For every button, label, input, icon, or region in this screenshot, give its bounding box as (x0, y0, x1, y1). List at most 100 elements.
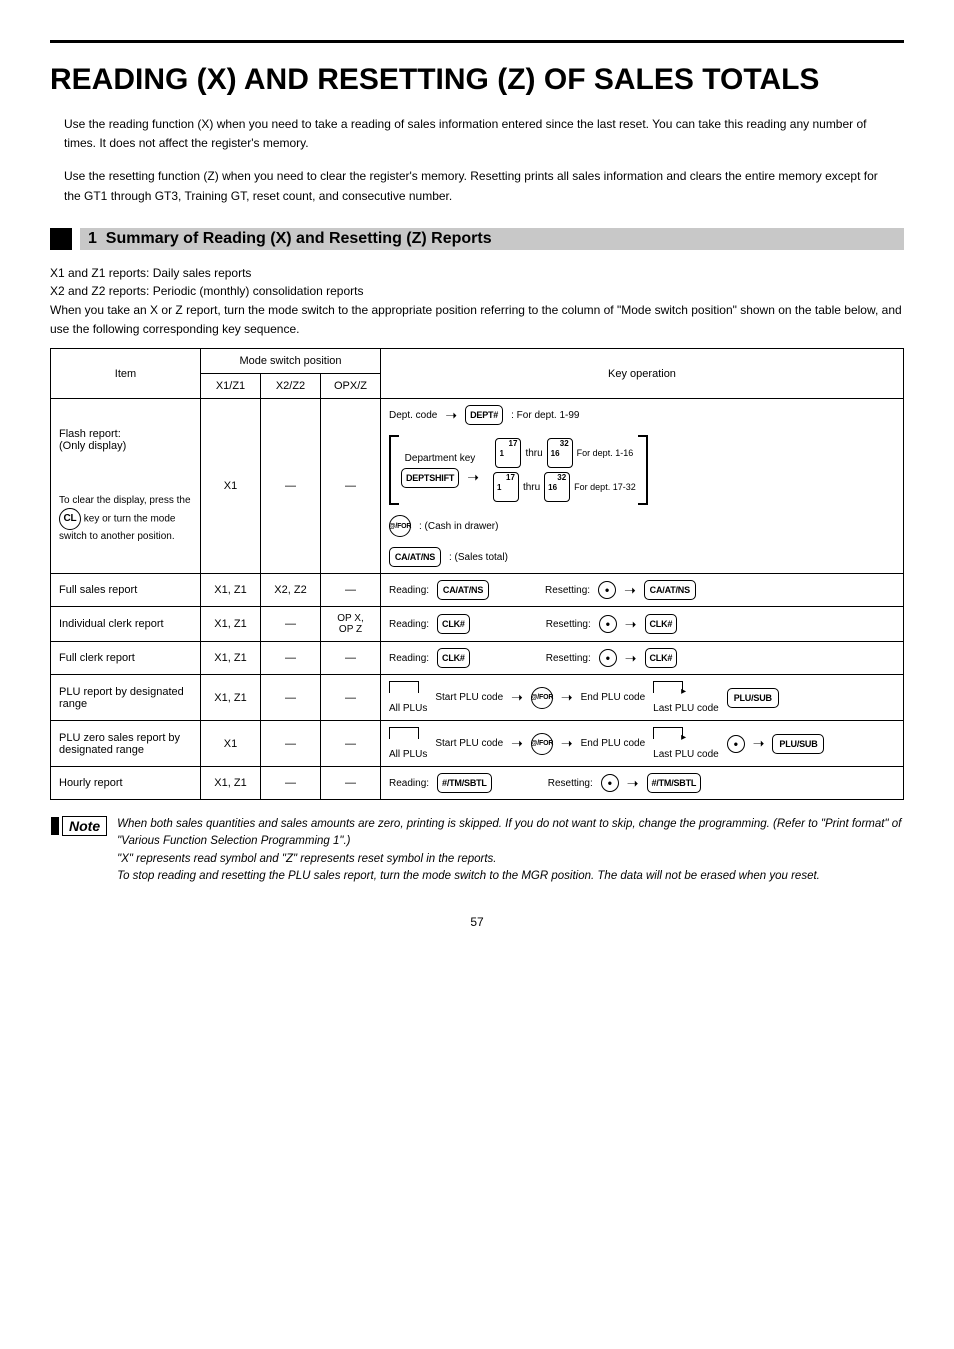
numkey-1-17b: 17 1 (493, 472, 519, 502)
reading-label: Reading: (389, 619, 429, 630)
top-rule (50, 40, 904, 43)
numkey-top: 17 (496, 439, 520, 449)
numkey-top: 32 (545, 473, 569, 483)
numkey-top: 17 (494, 473, 518, 483)
atfor-key: @/FOR (531, 733, 553, 755)
cell-x2z2: — (261, 675, 321, 721)
deptshift-key: DEPTSHIFT (401, 468, 459, 488)
atfor-key: @/FOR (389, 515, 411, 537)
tmsbtl-key: #/TM/SBTL (647, 773, 702, 793)
bracket-left: Department key (405, 453, 476, 464)
row-name: Flash report: (Only display) To clear th… (51, 399, 201, 574)
th-x2z2: X2/Z2 (261, 374, 321, 399)
caatns-key: CA/AT/NS (644, 580, 696, 600)
cell-opx: — (321, 399, 381, 574)
flash-subnote: To clear the display, press the CL key o… (59, 494, 192, 544)
cell-seq: All PLUs Start PLU code ➝ @/FOR ➝ End PL… (381, 675, 904, 721)
line2-note: : (Cash in drawer) (419, 521, 498, 532)
cell-x1z1: X1 (201, 721, 261, 767)
last-plu: Last PLU code (653, 749, 719, 760)
table-row: Full clerk report X1, Z1 — — Reading: CL… (51, 642, 904, 675)
note-text: When both sales quantities and sales amo… (117, 816, 904, 885)
loop-icon: ▸ (653, 681, 683, 699)
tmsbtl-key: #/TM/SBTL (437, 773, 492, 793)
row-name-text: Flash report: (Only display) (59, 428, 192, 452)
thru: thru (525, 448, 542, 459)
numkey-1-17: 17 1 (495, 438, 521, 468)
flash-line3: CA/AT/NS : (Sales total) (389, 547, 895, 567)
numkey-bot: 16 (545, 483, 569, 493)
dot-key: • (727, 735, 745, 753)
caatns-key: CA/AT/NS (437, 580, 489, 600)
line1-note: : For dept. 1-99 (511, 410, 579, 421)
for-dept-1-16: For dept. 1-16 (577, 448, 634, 458)
resetting-label: Resetting: (548, 778, 593, 789)
cell-x2z2: X2, Z2 (261, 574, 321, 607)
bracket-icon: Department key DEPTSHIFT ➝ 17 (389, 435, 648, 505)
loop-icon: ▸ (653, 727, 683, 745)
arrow-icon: ➝ (467, 469, 479, 486)
cell-seq: All PLUs Start PLU code ➝ @/FOR ➝ End PL… (381, 721, 904, 767)
arrow-icon: ➝ (561, 735, 573, 752)
cell-seq: Dept. code ➝ DEPT# : For dept. 1-99 Depa… (381, 399, 904, 574)
cell-opx: OP X, OP Z (321, 607, 381, 642)
numkey-16-32b: 32 16 (544, 472, 570, 502)
start-plu: Start PLU code (435, 738, 503, 749)
th-opx: OPX/Z (321, 374, 381, 399)
arrow-icon: ➝ (624, 582, 636, 599)
for-dept-17-32: For dept. 17-32 (574, 482, 636, 492)
section-num: 1 (88, 230, 97, 248)
cell-opx: — (321, 574, 381, 607)
reports-table: Item Mode switch position Key operation … (50, 348, 904, 800)
reading-label: Reading: (389, 778, 429, 789)
resetting-label: Resetting: (546, 653, 591, 664)
clk-key: CLK# (645, 648, 678, 668)
cell-x2z2: — (261, 721, 321, 767)
plusub-key: PLU/SUB (772, 734, 824, 754)
arrow-icon: ➝ (753, 735, 765, 752)
numkey-bot: 1 (496, 449, 520, 459)
flash-line2: @/FOR : (Cash in drawer) (389, 515, 895, 537)
table-row: Flash report: (Only display) To clear th… (51, 399, 904, 574)
th-keyop: Key operation (381, 349, 904, 399)
arrow-icon: ➝ (445, 407, 457, 424)
numkey-bot: 1 (494, 483, 518, 493)
row-name: Individual clerk report (51, 607, 201, 642)
section-title-bar: 1 Summary of Reading (X) and Resetting (… (80, 228, 904, 250)
clk-key: CLK# (437, 648, 470, 668)
deptnum-key: DEPT# (465, 405, 503, 425)
atfor-key: @/FOR (531, 687, 553, 709)
start-plu: Start PLU code (435, 692, 503, 703)
line3-note: : (Sales total) (449, 552, 508, 563)
flash-line1: Dept. code ➝ DEPT# : For dept. 1-99 (389, 405, 895, 425)
table-row: Individual clerk report X1, Z1 — OP X, O… (51, 607, 904, 642)
intro-p2: Use the resetting function (Z) when you … (64, 167, 884, 205)
cell-opx: — (321, 767, 381, 800)
table-row: PLU report by designated range X1, Z1 — … (51, 675, 904, 721)
flash-bracket: Department key DEPTSHIFT ➝ 17 (389, 435, 895, 505)
cell-x1z1: X1 (201, 399, 261, 574)
arrow-icon: ➝ (511, 689, 523, 706)
row-name: PLU report by designated range (51, 675, 201, 721)
resetting-label: Resetting: (545, 585, 590, 596)
loop-icon (389, 681, 419, 699)
page-number: 57 (50, 915, 904, 929)
resetting-label: Resetting: (546, 619, 591, 630)
th-msw: Mode switch position (201, 349, 381, 374)
section-header: 1 Summary of Reading (X) and Resetting (… (50, 228, 904, 250)
row-name: Hourly report (51, 767, 201, 800)
th-item: Item (51, 349, 201, 399)
cell-opx: — (321, 642, 381, 675)
section-desc: X1 and Z1 reports: Daily sales reports X… (50, 264, 904, 338)
plusub-key: PLU/SUB (727, 688, 779, 708)
all-plus: All PLUs (389, 749, 427, 760)
cl-key-icon: CL (59, 508, 81, 530)
clk-key: CLK# (645, 614, 678, 634)
cell-x1z1: X1, Z1 (201, 675, 261, 721)
cell-seq: Reading: CLK# Resetting: • ➝ CLK# (381, 642, 904, 675)
dot-key: • (599, 649, 617, 667)
arrow-icon: ➝ (625, 616, 637, 633)
row-name: Full clerk report (51, 642, 201, 675)
reading-label: Reading: (389, 653, 429, 664)
cell-x2z2: — (261, 399, 321, 574)
